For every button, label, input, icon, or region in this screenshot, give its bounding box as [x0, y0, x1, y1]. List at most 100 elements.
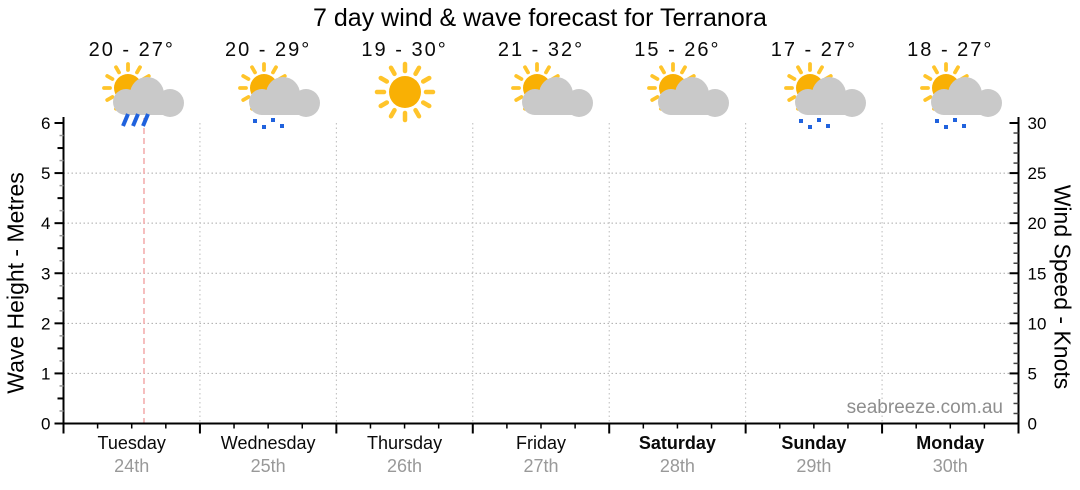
drizzle-dot [944, 125, 949, 129]
right-tick-label: 30 [1028, 114, 1047, 133]
weather-icon-sun-cloud-rain [101, 62, 184, 127]
weather-icon-sunny [374, 61, 435, 123]
sun-ray [412, 65, 421, 77]
sun-ray [241, 74, 251, 81]
sun-ray [378, 75, 389, 84]
cloud-shape [794, 77, 866, 117]
sun-ray [514, 74, 524, 81]
left-axis-title: Wave Height - Metres [2, 172, 29, 394]
temperature-range: 18 - 27° [907, 39, 994, 61]
sun-body [388, 76, 421, 108]
cloud-shape [112, 77, 184, 117]
weather-icon-sun-cloud [511, 62, 593, 117]
day-name-label: Monday [916, 433, 985, 453]
gridlines [63, 123, 1019, 424]
watermark-text: seabreeze.com.au [846, 397, 1003, 418]
day-name-label: Wednesday [220, 433, 316, 453]
day-date-label: 26th [387, 456, 423, 476]
sun-ray [680, 65, 688, 75]
sun-ray [134, 65, 142, 75]
sun-ray [932, 65, 940, 75]
right-tick-label: 15 [1028, 264, 1047, 283]
rain-streak [140, 113, 150, 127]
drizzle-dot [825, 124, 830, 128]
left-tick-label: 0 [41, 415, 50, 434]
right-tick-label: 5 [1028, 364, 1037, 383]
drizzle-dot [935, 119, 940, 123]
sun-ray [514, 95, 524, 102]
day-date-label: 29th [796, 456, 832, 476]
right-tick-label: 10 [1028, 314, 1047, 333]
day-name-label: Friday [515, 433, 567, 453]
drizzle-dot [962, 124, 967, 128]
sun-ray [388, 65, 397, 77]
drizzle-dot [271, 118, 276, 122]
x-axis [62, 422, 1020, 434]
sun-ray [420, 100, 432, 109]
sun-ray [105, 74, 115, 81]
left-tick-label: 1 [41, 364, 50, 383]
day-date-label: 24th [114, 456, 150, 476]
sun-ray [787, 74, 797, 81]
day-date-label: 28th [659, 456, 695, 476]
sun-ray [420, 75, 432, 84]
temperature-range: 20 - 29° [225, 39, 312, 61]
cloud-shape [522, 77, 593, 117]
day-name-label: Tuesday [97, 433, 166, 453]
sun-ray [388, 107, 397, 119]
sun-ray [953, 65, 961, 75]
weather-icon-sun-cloud-drizzle [920, 62, 1003, 129]
drizzle-dot [262, 125, 267, 129]
sun-ray [787, 95, 797, 102]
rain-streak [130, 113, 140, 127]
weather-icon-sun-cloud-drizzle [783, 62, 866, 129]
sun-ray [816, 65, 824, 75]
drizzle-dot [253, 119, 258, 123]
right-axis: 0 5 10 15 20 25 30 [1009, 114, 1047, 434]
sun-ray [650, 74, 660, 81]
cloud-shape [931, 77, 1003, 117]
sun-ray [113, 65, 121, 75]
drizzle-dot [953, 118, 958, 122]
right-tick-label: 25 [1028, 164, 1047, 183]
cloud-shape [249, 77, 321, 117]
left-tick-label: 3 [41, 264, 50, 283]
sun-ray [241, 95, 251, 102]
sun-ray [544, 65, 551, 75]
cloud-base [800, 98, 863, 115]
cloud-base [528, 98, 590, 115]
day-name-label: Sunday [781, 433, 847, 453]
day-date-label: 27th [523, 456, 559, 476]
left-tick-label: 6 [41, 114, 50, 133]
left-tick-label: 4 [41, 214, 50, 233]
sun-ray [659, 65, 667, 75]
chart-title: 7 day wind & wave forecast for Terranora [313, 4, 767, 32]
temperature-range: 17 - 27° [770, 39, 857, 61]
sun-ray [923, 95, 933, 102]
sun-ray [250, 65, 258, 75]
left-tick-label: 2 [41, 314, 50, 333]
sun-ray [650, 95, 660, 102]
weather-icon-sun-cloud [647, 62, 730, 117]
right-tick-label: 0 [1028, 415, 1037, 434]
temperature-range: 20 - 27° [88, 39, 175, 61]
drizzle-dot [798, 119, 803, 123]
cloud-shape [658, 77, 730, 117]
sun-ray [378, 100, 389, 109]
day-date-label: 30th [932, 456, 968, 476]
weather-icon-sun-cloud-drizzle [238, 62, 321, 129]
left-tick-label: 5 [41, 164, 50, 183]
cloud-base [255, 98, 318, 115]
sun-ray [923, 74, 933, 81]
sun-ray [412, 107, 421, 119]
rain-streak [120, 113, 130, 127]
right-axis-title: Wind Speed - Knots [1049, 184, 1076, 390]
cloud-base [118, 98, 181, 115]
temperature-range: 21 - 32° [497, 39, 585, 61]
temperature-range: 19 - 30° [361, 39, 448, 61]
drizzle-dot [807, 125, 812, 129]
right-tick-label: 20 [1028, 214, 1047, 233]
temperature-range: 15 - 26° [634, 39, 721, 61]
